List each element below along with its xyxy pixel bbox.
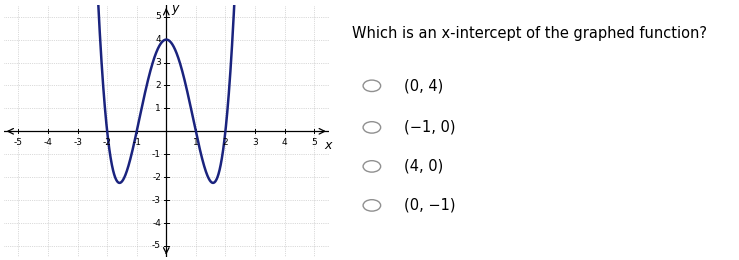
Text: (−1, 0): (−1, 0) [403,120,455,135]
Text: -1: -1 [152,150,161,159]
Text: 4: 4 [155,35,161,44]
Text: -4: -4 [44,138,52,147]
Text: 5: 5 [155,12,161,21]
Text: 3: 3 [252,138,258,147]
Text: -2: -2 [103,138,112,147]
Text: 4: 4 [282,138,287,147]
Text: 3: 3 [155,58,161,67]
Text: (0, 4): (0, 4) [403,78,443,93]
Text: -5: -5 [152,242,161,250]
Text: (0, −1): (0, −1) [403,198,455,213]
Text: -2: -2 [152,173,161,182]
Text: -1: -1 [132,138,141,147]
Text: (4, 0): (4, 0) [403,159,443,174]
Text: 5: 5 [311,138,317,147]
Text: y: y [171,2,179,15]
Text: -3: -3 [152,196,161,205]
Text: -3: -3 [73,138,82,147]
Text: -4: -4 [152,218,161,228]
Text: Which is an x-intercept of the graphed function?: Which is an x-intercept of the graphed f… [352,26,707,41]
Text: 1: 1 [193,138,199,147]
Text: x: x [324,139,332,152]
Text: 1: 1 [155,104,161,113]
Text: 2: 2 [155,81,161,90]
Text: 2: 2 [222,138,228,147]
Text: -5: -5 [14,138,23,147]
